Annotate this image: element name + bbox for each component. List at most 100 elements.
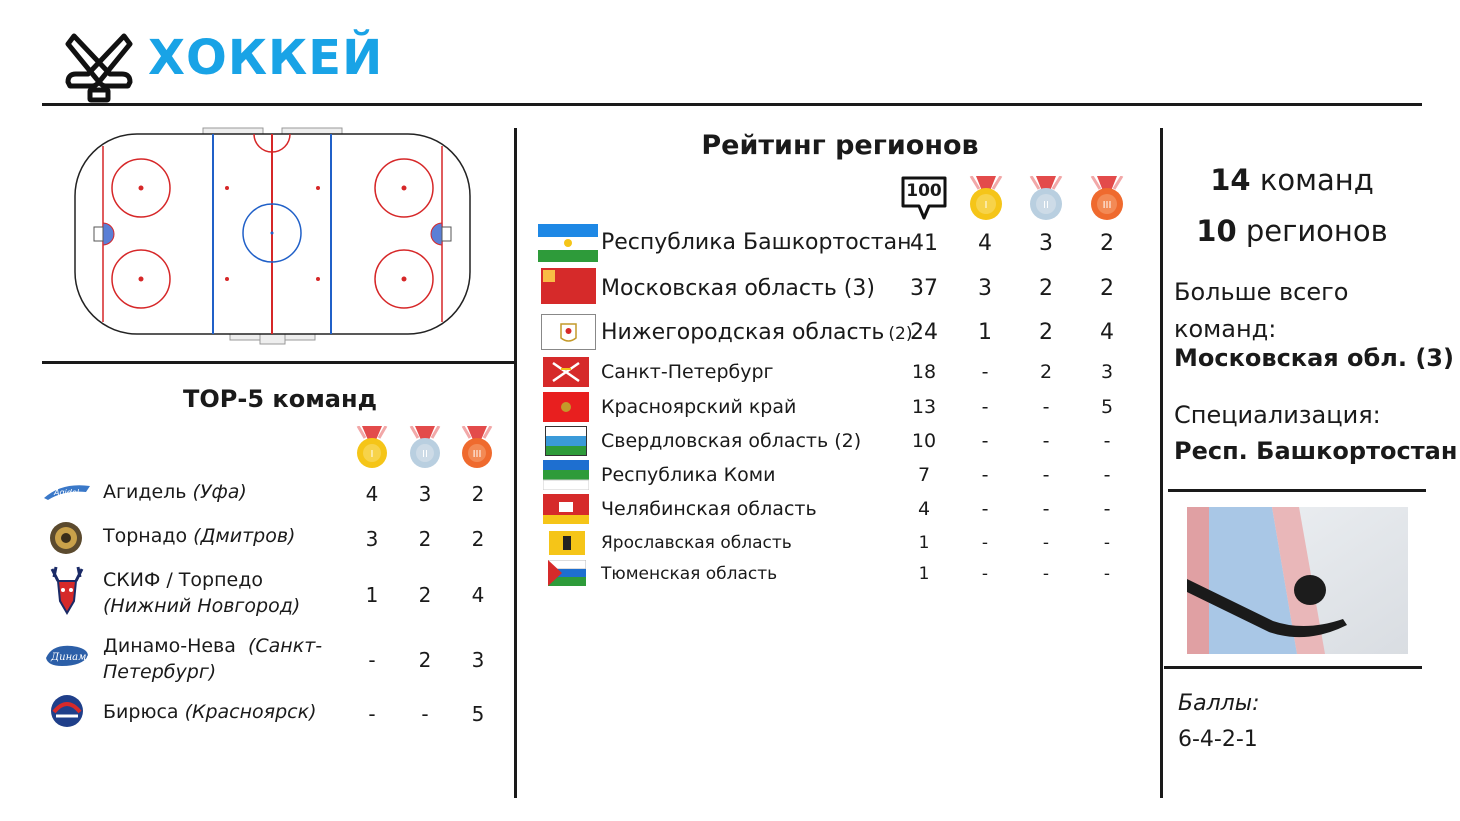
bronze-count: - xyxy=(1103,533,1111,553)
team-row: СКИФ / Торпедо (Нижний Новгород) xyxy=(103,567,300,619)
hockey-rink-diagram xyxy=(70,126,475,346)
silver-count: - xyxy=(1042,430,1050,452)
svg-text:III: III xyxy=(473,449,482,460)
points-value: 37 xyxy=(910,276,938,301)
header-divider xyxy=(42,103,1422,106)
bronze-count: - xyxy=(1103,464,1111,486)
silver-medal-icon: II xyxy=(408,425,442,474)
bronze-count: 2 xyxy=(471,482,485,506)
team-city: (Дмитров) xyxy=(193,525,296,547)
points-value: 7 xyxy=(917,464,931,486)
region-team-count: (2) xyxy=(888,324,913,344)
gold-count: - xyxy=(981,361,989,383)
team-row: Динамо-Нева (Санкт-Петербург) xyxy=(103,633,343,685)
flag-yaroslavl-oblast-icon xyxy=(549,531,585,555)
svg-text:I: I xyxy=(985,200,988,211)
gold-count: 3 xyxy=(978,276,992,301)
svg-text:II: II xyxy=(1043,200,1049,211)
team-row: Агидель (Уфа) xyxy=(103,479,247,505)
region-name: Санкт-Петербург xyxy=(601,361,774,383)
most-teams-label: Больше всего команд: xyxy=(1174,278,1349,343)
region-name: Красноярский край xyxy=(601,396,797,418)
flag-moscow-oblast-icon xyxy=(541,268,596,304)
points-icon: 100 xyxy=(899,174,951,224)
silver-count: 2 xyxy=(418,527,432,551)
most-teams-value-text: Московская обл. (3) xyxy=(1174,344,1454,372)
team-logo-icon xyxy=(46,565,88,617)
region-name: Республика Башкортостан xyxy=(601,230,912,255)
bronze-count: 4 xyxy=(471,583,485,607)
gold-count: - xyxy=(981,464,989,486)
flag-saint-petersburg-icon xyxy=(543,357,589,387)
top5-title: ТОР-5 команд xyxy=(183,385,377,413)
region-name-text: Нижегородская область xyxy=(601,320,885,345)
gold-count: - xyxy=(368,648,376,672)
silver-count: - xyxy=(1042,464,1050,486)
regions-count: 10 регионов xyxy=(1162,214,1422,248)
gold-medal-icon: I xyxy=(968,175,1004,226)
specialization-value-text: Респ. Башкортостан xyxy=(1174,437,1458,465)
svg-text:Agidel: Agidel xyxy=(53,488,80,497)
specialization-value: Респ. Башкортостан xyxy=(1174,437,1457,465)
points-value: 41 xyxy=(910,231,938,256)
silver-count: - xyxy=(1042,498,1050,520)
gold-count: 4 xyxy=(978,231,992,256)
flag-tyumen-oblast-icon xyxy=(547,559,587,586)
team-city: (Нижний Новгород) xyxy=(103,595,301,617)
svg-text:II: II xyxy=(422,449,428,460)
region-name: Тюменская область xyxy=(601,564,778,584)
scoring-value: 6-4-2-1 xyxy=(1178,727,1258,752)
team-name: Торнадо xyxy=(103,525,188,547)
bronze-count: 4 xyxy=(1100,320,1114,345)
team-city: (Уфа) xyxy=(192,481,247,503)
gold-count: 4 xyxy=(365,482,379,506)
gold-count: 1 xyxy=(365,583,379,607)
silver-count: 2 xyxy=(418,648,432,672)
silver-count: 2 xyxy=(418,583,432,607)
points-icon-label: 100 xyxy=(906,181,942,201)
bronze-count: 2 xyxy=(1100,231,1114,256)
ranking-title: Рейтинг регионов xyxy=(701,130,979,161)
points-value: 18 xyxy=(911,361,937,383)
team-city: (Красноярск) xyxy=(184,701,317,723)
teams-count: 14 команд xyxy=(1162,163,1422,197)
points-value: 13 xyxy=(911,396,937,418)
summary-divider xyxy=(1168,489,1426,492)
flag-bashkortostan-icon xyxy=(538,224,598,262)
regions-count-number: 10 xyxy=(1196,214,1237,248)
bronze-count: - xyxy=(1103,430,1111,452)
region-name: Нижегородская область (2) xyxy=(601,320,912,345)
svg-text:III: III xyxy=(1103,200,1112,211)
silver-count: - xyxy=(1042,533,1050,553)
bronze-count: 3 xyxy=(1100,361,1114,383)
bronze-medal-icon: III xyxy=(460,425,494,474)
region-name: Республика Коми xyxy=(601,464,776,486)
left-column-divider xyxy=(514,128,517,798)
silver-count: - xyxy=(1042,396,1050,418)
hockey-stick-puck-image xyxy=(1187,507,1408,654)
bronze-count: 5 xyxy=(1100,396,1114,418)
bronze-count: 2 xyxy=(471,527,485,551)
silver-count: 2 xyxy=(1039,276,1053,301)
flag-nizhny-novgorod-icon xyxy=(541,314,596,350)
gold-count: - xyxy=(981,564,989,584)
right-column-divider xyxy=(1160,128,1163,798)
bronze-count: 3 xyxy=(471,648,485,672)
team-name: Агидель xyxy=(103,481,187,503)
teams-count-word: команд xyxy=(1259,163,1374,197)
team-row: Торнадо (Дмитров) xyxy=(103,523,295,549)
bronze-count: 2 xyxy=(1100,276,1114,301)
team-logo-icon: Динамо xyxy=(42,640,92,670)
teams-count-number: 14 xyxy=(1210,163,1251,197)
team-name: Бирюса xyxy=(103,701,179,723)
region-name: Свердловская область (2) xyxy=(601,430,862,452)
flag-sverdlovsk-oblast-icon xyxy=(545,426,587,456)
scoring-label: Баллы: xyxy=(1178,691,1259,716)
specialization-label: Специализация: xyxy=(1174,401,1381,429)
page-title: ХОККЕЙ xyxy=(148,30,384,86)
team-logo-icon: Agidel xyxy=(42,478,92,504)
silver-count: 3 xyxy=(418,482,432,506)
team-row: Бирюса (Красноярск) xyxy=(103,699,317,725)
silver-count: - xyxy=(421,702,429,726)
scoring-label-text: Баллы: xyxy=(1178,691,1260,716)
